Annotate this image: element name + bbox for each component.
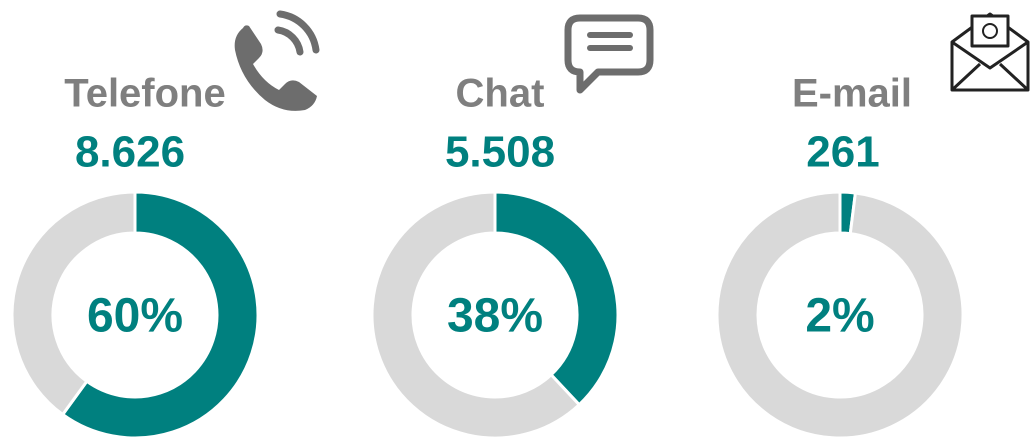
total-count: 261 bbox=[806, 128, 879, 177]
percent-label: 38% bbox=[447, 290, 543, 343]
chart-title: Telefone bbox=[64, 72, 226, 116]
percent-label: 2% bbox=[805, 290, 874, 343]
phone-icon bbox=[234, 10, 320, 111]
total-count: 8.626 bbox=[75, 128, 185, 177]
chart-title: E-mail bbox=[792, 72, 912, 116]
donut-segment bbox=[715, 190, 965, 438]
chat-icon bbox=[564, 14, 654, 94]
donut-segment bbox=[370, 190, 582, 438]
donut-segment bbox=[10, 190, 137, 417]
donut-segment bbox=[493, 190, 620, 407]
email-icon bbox=[950, 12, 1030, 92]
total-count: 5.508 bbox=[445, 128, 555, 177]
chart-title: Chat bbox=[456, 72, 545, 116]
percent-label: 60% bbox=[87, 290, 183, 343]
donut-segment bbox=[60, 190, 260, 438]
